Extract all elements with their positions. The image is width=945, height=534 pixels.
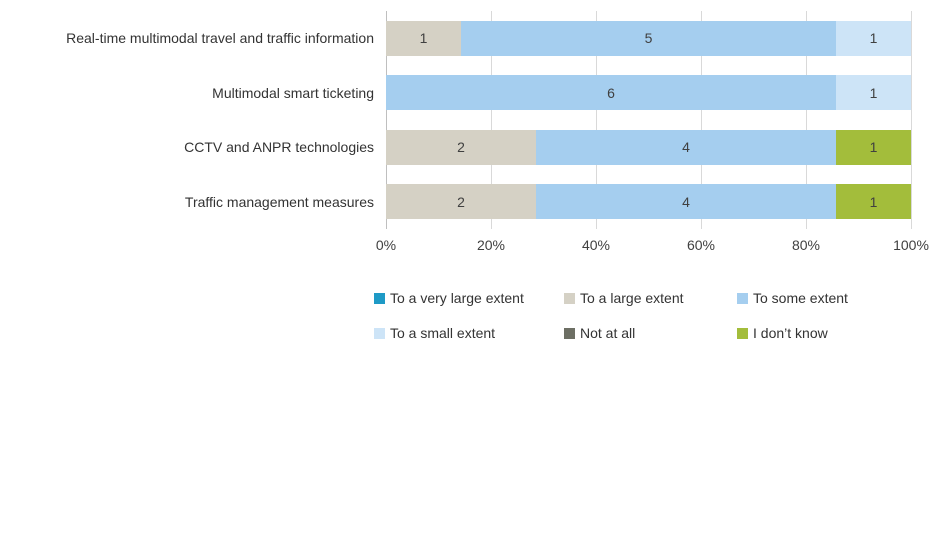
bar-value-label: 2 xyxy=(457,139,465,156)
bar-row: 1 5 1 xyxy=(386,20,911,56)
bar-segment: 4 xyxy=(536,129,836,165)
bar-value-label: 6 xyxy=(607,84,615,101)
legend-item: Not at all xyxy=(564,323,737,343)
bar-segment: 2 xyxy=(386,184,536,220)
bar-segment: 2 xyxy=(386,129,536,165)
category-label-text: Real-time multimodal travel and traffic … xyxy=(66,30,374,47)
legend-item: I don’t know xyxy=(737,323,848,343)
category-label: Real-time multimodal travel and traffic … xyxy=(44,21,374,56)
legend-swatch xyxy=(374,327,385,339)
legend-swatch xyxy=(564,327,575,339)
gridline xyxy=(806,11,807,229)
bar-value-label: 1 xyxy=(869,84,878,101)
legend-label: To a small extent xyxy=(390,325,496,341)
legend-item: To a very large extent xyxy=(374,288,564,308)
category-label: Multimodal smart ticketing xyxy=(44,75,374,110)
x-axis-tick-label: 100% xyxy=(893,237,929,253)
legend-item: To a small extent xyxy=(374,323,564,343)
bar-value-label: 1 xyxy=(869,193,878,210)
bar-value-label: 1 xyxy=(869,139,878,156)
x-axis-tick-label: 60% xyxy=(686,237,716,253)
bar-segment: 4 xyxy=(536,184,836,220)
category-label-text: Multimodal smart ticketing xyxy=(212,84,374,101)
bar-segment: 1 xyxy=(836,184,911,220)
category-label: Traffic management measures xyxy=(44,184,374,219)
x-axis-tick-label: 80% xyxy=(791,237,821,253)
bar-value-label: 5 xyxy=(644,30,653,47)
bar-segment: 1 xyxy=(836,20,911,56)
gridline xyxy=(596,11,597,229)
category-label-text: Traffic management measures xyxy=(184,193,374,210)
category-label-text: CCTV and ANPR technologies xyxy=(184,139,374,156)
gridline xyxy=(911,11,912,229)
legend-swatch xyxy=(737,327,748,339)
bar-value-label: 2 xyxy=(457,193,465,210)
legend-label: I don’t know xyxy=(753,325,828,341)
bar-value-label: 4 xyxy=(682,193,690,210)
bar-value-label: 4 xyxy=(682,139,690,156)
bar-segment: 6 xyxy=(386,75,836,111)
legend-label: To some extent xyxy=(753,290,848,306)
bar-segment: 5 xyxy=(461,20,836,56)
bar-row: 2 4 1 xyxy=(386,129,911,165)
bar-value-label: 1 xyxy=(869,30,878,47)
bar-segment: 1 xyxy=(836,75,911,111)
legend-label: Not at all xyxy=(580,325,636,341)
legend-label: To a large extent xyxy=(580,290,684,306)
legend-item: To a large extent xyxy=(564,288,737,308)
bar-segment: 1 xyxy=(386,20,461,56)
category-label: CCTV and ANPR technologies xyxy=(44,130,374,165)
y-axis-line xyxy=(386,11,387,229)
legend-item: To some extent xyxy=(737,288,848,308)
bar-row: 2 4 1 xyxy=(386,184,911,220)
bar-segment: 1 xyxy=(836,129,911,165)
legend-swatch xyxy=(374,292,385,304)
x-axis-tick-label: 20% xyxy=(476,237,506,253)
gridline xyxy=(701,11,702,229)
legend-label: To a very large extent xyxy=(390,290,524,306)
x-axis-tick-label: 40% xyxy=(581,237,611,253)
bar-value-label: 1 xyxy=(419,30,428,47)
gridline xyxy=(491,11,492,229)
legend-swatch xyxy=(564,292,575,304)
legend-swatch xyxy=(737,292,748,304)
x-axis-tick-label: 0% xyxy=(375,237,397,253)
legend: To a very large extent To a large extent T… xyxy=(374,288,848,343)
